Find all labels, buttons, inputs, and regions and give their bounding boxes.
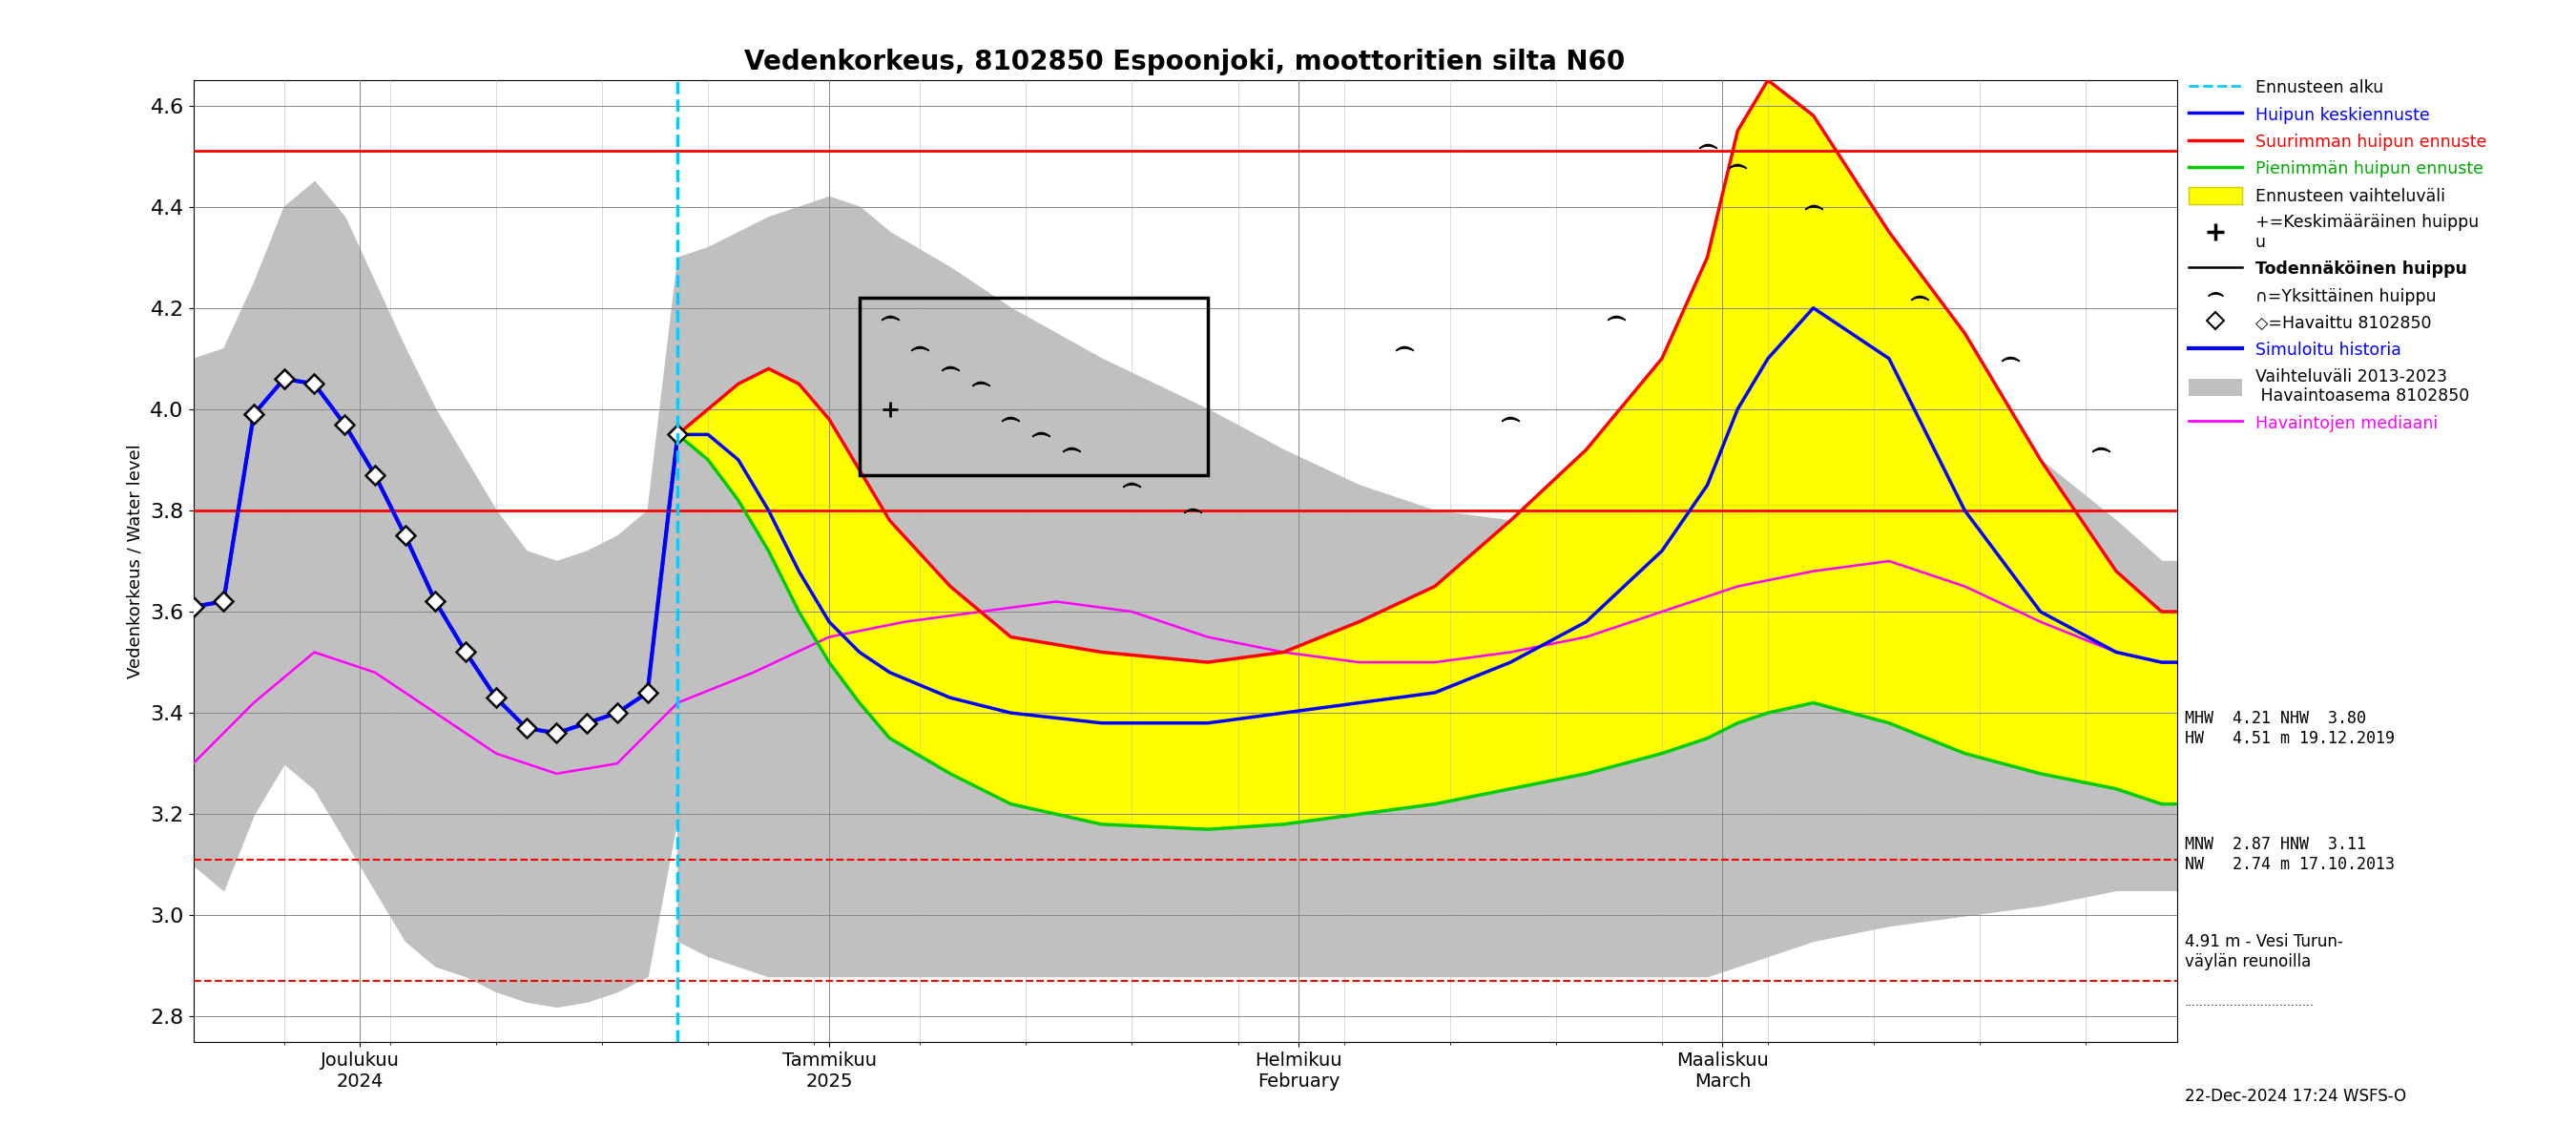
- Text: MHW  4.21 NHW  3.80
HW   4.51 m 19.12.2019: MHW 4.21 NHW 3.80 HW 4.51 m 19.12.2019: [2184, 710, 2393, 747]
- Title: Vedenkorkeus, 8102850 Espoonjoki, moottoritien silta N60: Vedenkorkeus, 8102850 Espoonjoki, mootto…: [744, 48, 1625, 76]
- Legend: Ennusteen alku, Huipun keskiennuste, Suurimman huipun ennuste, Pienimmän huipun : Ennusteen alku, Huipun keskiennuste, Suu…: [2190, 79, 2486, 432]
- Y-axis label: Vedenkorkeus / Water level: Vedenkorkeus / Water level: [126, 444, 144, 678]
- Text: ..................................: ..................................: [2184, 996, 2313, 1009]
- Text: 22-Dec-2024 17:24 WSFS-O: 22-Dec-2024 17:24 WSFS-O: [2184, 1088, 2406, 1105]
- Text: 4.91 m - Vesi Turun-
väylän reunoilla: 4.91 m - Vesi Turun- väylän reunoilla: [2184, 933, 2342, 970]
- Bar: [860, 298, 1208, 475]
- Text: MNW  2.87 HNW  3.11
NW   2.74 m 17.10.2013: MNW 2.87 HNW 3.11 NW 2.74 m 17.10.2013: [2184, 836, 2393, 872]
